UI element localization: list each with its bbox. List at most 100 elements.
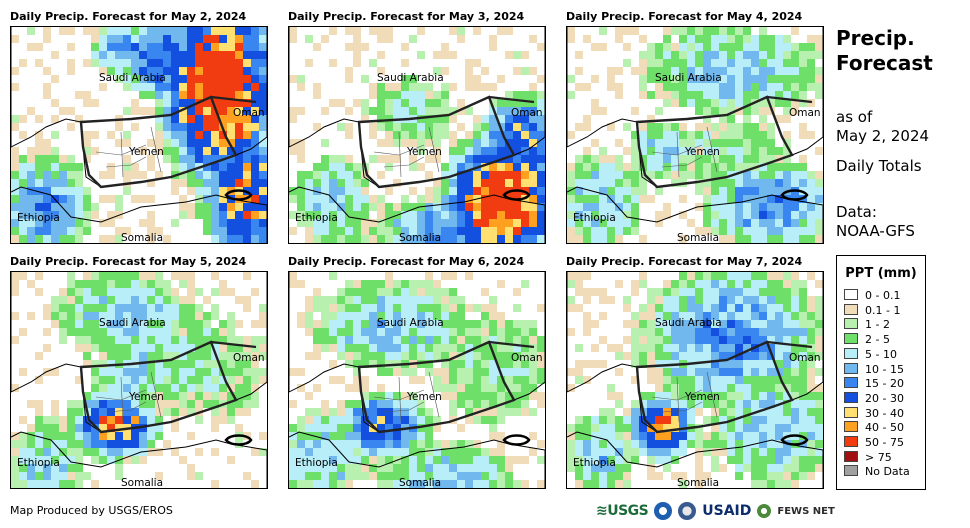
legend-label: 1 - 2 <box>865 318 890 332</box>
noaa-logo-icon <box>654 502 673 520</box>
socotra-outline <box>224 434 253 446</box>
agency-logos: ≋USGS USAID FEWS NET <box>596 500 835 522</box>
legend-swatch <box>844 391 858 403</box>
precip-map: Saudi Arabia Oman Yemen Ethiopia Somalia <box>10 26 268 244</box>
country-label-yemen: Yemen <box>406 391 442 403</box>
legend-label: 30 - 40 <box>865 406 904 420</box>
country-label-saudi: Saudi Arabia <box>655 317 722 329</box>
fews-net-logo: FEWS NET <box>777 505 835 517</box>
map-panel-3: Daily Precip. Forecast for May 4, 2024 S… <box>566 10 824 254</box>
legend-label: No Data <box>865 465 910 479</box>
usgs-logo: ≋USGS <box>596 503 649 519</box>
boundary-line <box>95 126 162 178</box>
boundary-line <box>567 186 823 243</box>
map-panel-4: Daily Precip. Forecast for May 5, 2024 S… <box>10 255 268 499</box>
legend-swatch <box>844 347 858 359</box>
legend-label: 40 - 50 <box>865 421 904 435</box>
boundary-line <box>567 431 823 488</box>
daily-totals-label: Daily Totals <box>836 157 922 175</box>
boundary-line <box>651 371 718 423</box>
map-svg: Saudi Arabia Oman Yemen Ethiopia Somalia <box>289 27 545 243</box>
panel-title: Daily Precip. Forecast for May 6, 2024 <box>288 255 525 268</box>
country-label-ethiopia: Ethiopia <box>295 212 338 224</box>
socotra-outline <box>224 189 253 201</box>
boundary-line <box>373 371 440 423</box>
legend-swatch <box>844 406 858 418</box>
legend-swatch <box>844 318 858 330</box>
precip-raster <box>11 27 267 243</box>
forecast-title: Precip. Forecast <box>836 26 933 76</box>
legend-item: 2 - 5 <box>844 333 890 346</box>
usaid-logo: USAID <box>702 503 752 519</box>
country-label-somalia: Somalia <box>121 477 163 488</box>
data-label: Data: <box>836 203 877 221</box>
boundary-line <box>766 95 813 104</box>
yemen-border <box>357 340 516 434</box>
boundary-line <box>488 95 535 104</box>
legend-label: 10 - 15 <box>865 362 904 376</box>
legend-label: 20 - 30 <box>865 391 904 405</box>
socotra-outline <box>780 189 809 201</box>
map-svg: Saudi Arabia Oman Yemen Ethiopia Somalia <box>567 27 823 243</box>
legend-label: 15 - 20 <box>865 377 904 391</box>
country-label-oman: Oman <box>789 352 821 364</box>
precip-map: Saudi Arabia Oman Yemen Ethiopia Somalia <box>288 271 546 489</box>
legend-label: 0 - 0.1 <box>865 289 901 302</box>
title-line-1: Precip. <box>836 26 915 50</box>
boundary-line <box>95 371 162 423</box>
country-label-yemen: Yemen <box>684 391 720 403</box>
legend-swatch <box>844 333 858 345</box>
as-of-date: May 2, 2024 <box>836 127 930 145</box>
country-label-saudi: Saudi Arabia <box>99 72 166 84</box>
precip-map: Saudi Arabia Oman Yemen Ethiopia Somalia <box>288 26 546 244</box>
legend-swatch <box>844 303 858 315</box>
country-label-oman: Oman <box>789 107 821 119</box>
yemen-border <box>635 340 794 434</box>
precip-map: Saudi Arabia Oman Yemen Ethiopia Somalia <box>566 26 824 244</box>
country-label-oman: Oman <box>233 352 265 364</box>
legend-label: > 75 <box>865 450 892 464</box>
yemen-border <box>635 95 794 189</box>
country-label-saudi: Saudi Arabia <box>99 317 166 329</box>
country-label-ethiopia: Ethiopia <box>573 212 616 224</box>
country-label-somalia: Somalia <box>677 232 719 243</box>
legend-swatch <box>844 289 858 300</box>
country-label-oman: Oman <box>233 107 265 119</box>
country-label-somalia: Somalia <box>121 232 163 243</box>
map-panel-2: Daily Precip. Forecast for May 3, 2024 S… <box>288 10 546 254</box>
boundary-line <box>210 340 257 349</box>
legend-label: 0.1 - 1 <box>865 303 901 317</box>
country-label-ethiopia: Ethiopia <box>17 457 60 469</box>
legend-item: No Data <box>844 465 910 478</box>
country-label-somalia: Somalia <box>677 477 719 488</box>
boundary-line <box>373 126 440 178</box>
legend-label: 2 - 5 <box>865 333 890 347</box>
legend-swatch <box>844 465 858 477</box>
map-panel-5: Daily Precip. Forecast for May 6, 2024 S… <box>288 255 546 499</box>
legend-item: 0.1 - 1 <box>844 303 901 317</box>
yemen-border <box>79 95 238 189</box>
legend-item: 0 - 0.1 <box>844 289 900 302</box>
country-label-yemen: Yemen <box>406 146 442 158</box>
legend-swatch <box>844 377 858 389</box>
boundary-line <box>289 431 545 488</box>
legend-label: 50 - 75 <box>865 436 904 449</box>
socotra-outline <box>502 434 531 446</box>
boundary-line <box>11 186 267 243</box>
country-label-saudi: Saudi Arabia <box>655 72 722 84</box>
legend-item: 40 - 50 <box>844 421 904 434</box>
country-label-ethiopia: Ethiopia <box>17 212 60 224</box>
country-label-saudi: Saudi Arabia <box>377 317 444 329</box>
panel-title: Daily Precip. Forecast for May 7, 2024 <box>566 255 803 268</box>
boundary-line <box>651 126 718 178</box>
country-label-ethiopia: Ethiopia <box>295 457 338 469</box>
map-svg: Saudi Arabia Oman Yemen Ethiopia Somalia <box>11 27 267 243</box>
legend-label: 5 - 10 <box>865 347 897 361</box>
panel-title: Daily Precip. Forecast for May 5, 2024 <box>10 255 247 268</box>
country-label-oman: Oman <box>511 352 543 364</box>
legend-item: 10 - 15 <box>844 362 904 376</box>
legend-item: 30 - 40 <box>844 406 904 420</box>
boundary-line <box>11 431 267 488</box>
as-of-label: as of <box>836 108 873 126</box>
